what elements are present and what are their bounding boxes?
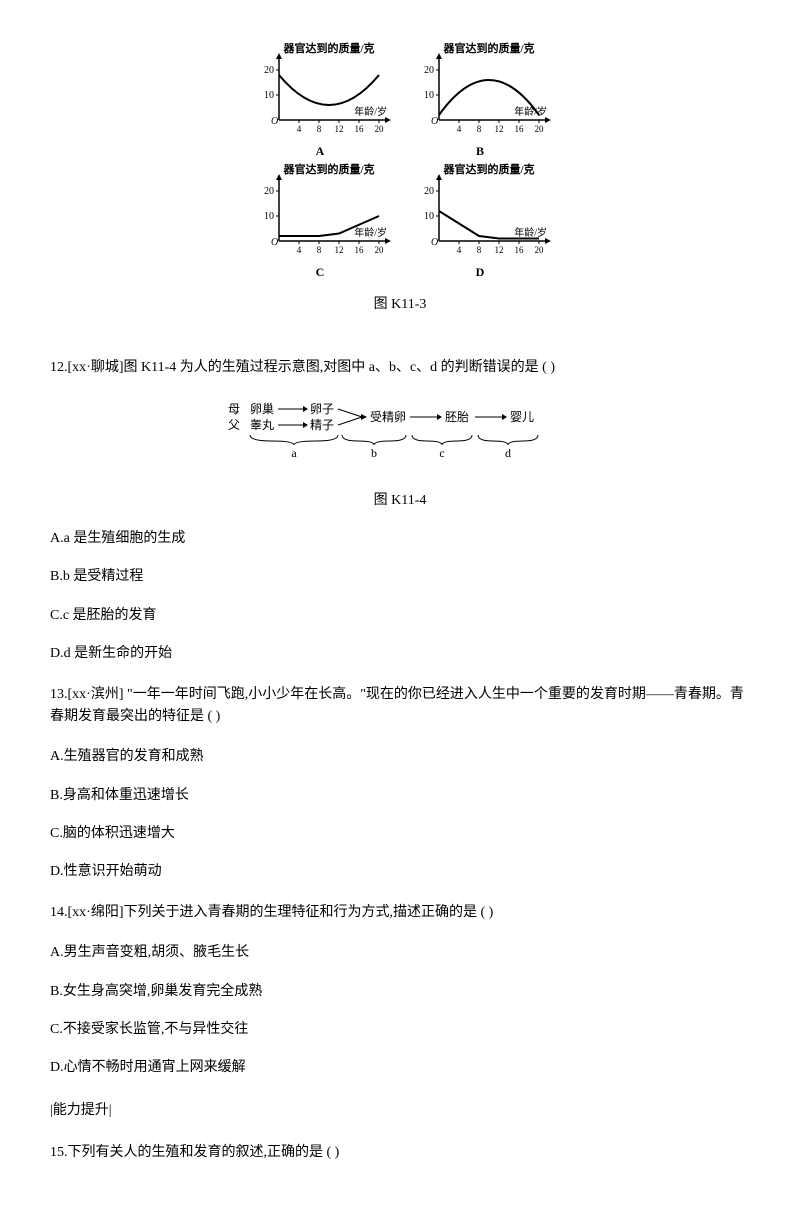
svg-text:O: O <box>431 237 438 248</box>
chart-row-1: 器官达到的质量/克 O 10 20 4 8 12 16 20 年龄/岁 A 器官达到的质量/克 O 1… <box>50 40 750 161</box>
svg-text:受精卵: 受精卵 <box>370 410 406 424</box>
svg-text:年龄/岁: 年龄/岁 <box>514 226 547 239</box>
svg-text:年龄/岁: 年龄/岁 <box>354 105 387 118</box>
q12-option-A: A.a 是生殖细胞的生成 <box>50 528 750 550</box>
svg-text:10: 10 <box>424 90 434 101</box>
svg-text:20: 20 <box>375 124 385 134</box>
q12-option-D: D.d 是新生命的开始 <box>50 643 750 665</box>
chart-label-C: C <box>245 263 395 282</box>
svg-text:12: 12 <box>495 245 504 255</box>
svg-text:8: 8 <box>317 124 322 134</box>
svg-text:婴儿: 婴儿 <box>510 410 534 424</box>
q14-option-C: C.不接受家长监管,不与异性交往 <box>50 1019 750 1041</box>
chart-cell-C: 器官达到的质量/克 O 10 20 4 8 12 16 20 年龄/岁 C <box>245 161 395 282</box>
svg-text:16: 16 <box>355 124 365 134</box>
svg-text:卵子: 卵子 <box>310 402 334 416</box>
svg-text:4: 4 <box>297 245 302 255</box>
svg-text:8: 8 <box>317 245 322 255</box>
svg-text:O: O <box>271 116 278 127</box>
svg-text:16: 16 <box>515 245 525 255</box>
chart-cell-A: 器官达到的质量/克 O 10 20 4 8 12 16 20 年龄/岁 A <box>245 40 395 161</box>
chart-D-svg: 器官达到的质量/克 O 10 20 4 8 12 16 20 年龄/岁 <box>405 161 555 261</box>
chart-cell-B: 器官达到的质量/克 O 10 20 4 8 12 16 20 年龄/岁 B <box>405 40 555 161</box>
figure-caption-1: 图 K11-3 <box>50 294 750 316</box>
svg-text:母: 母 <box>228 402 240 416</box>
chart-C-svg: 器官达到的质量/克 O 10 20 4 8 12 16 20 年龄/岁 <box>245 161 395 261</box>
svg-text:20: 20 <box>535 124 545 134</box>
svg-text:父: 父 <box>228 418 240 432</box>
chart-B-svg: 器官达到的质量/克 O 10 20 4 8 12 16 20 年龄/岁 <box>405 40 555 140</box>
svg-text:a: a <box>291 446 297 460</box>
svg-text:20: 20 <box>424 65 434 76</box>
q13-option-B: B.身高和体重迅速增长 <box>50 785 750 807</box>
svg-text:b: b <box>371 446 377 460</box>
svg-text:4: 4 <box>457 124 462 134</box>
svg-text:12: 12 <box>495 124 504 134</box>
svg-text:器官达到的质量/克: 器官达到的质量/克 <box>282 41 374 55</box>
svg-text:4: 4 <box>297 124 302 134</box>
svg-text:20: 20 <box>264 186 274 197</box>
chart-label-D: D <box>405 263 555 282</box>
svg-text:8: 8 <box>477 124 482 134</box>
section-header: |能力提升| <box>50 1100 750 1122</box>
svg-text:16: 16 <box>355 245 365 255</box>
chart-label-A: A <box>245 142 395 161</box>
svg-text:精子: 精子 <box>310 418 334 432</box>
q12-diagram: 母父卵巢睾丸 卵子精子 受精卵 胚胎 婴儿 a b c d <box>50 397 750 475</box>
chart-cell-D: 器官达到的质量/克 O 10 20 4 8 12 16 20 年龄/岁 D <box>405 161 555 282</box>
q14-option-D: D.心情不畅时用通宵上网来缓解 <box>50 1057 750 1079</box>
q13-option-C: C.脑的体积迅速增大 <box>50 823 750 845</box>
q14-option-A: A.男生声音变粗,胡须、腋毛生长 <box>50 942 750 964</box>
q12-stem: 12.[xx·聊城]图 K11-4 为人的生殖过程示意图,对图中 a、b、c、d… <box>50 357 750 379</box>
repro-diagram-svg: 母父卵巢睾丸 卵子精子 受精卵 胚胎 婴儿 a b c d <box>220 397 580 467</box>
svg-text:4: 4 <box>457 245 462 255</box>
q14-stem: 14.[xx·绵阳]下列关于进入青春期的生理特征和行为方式,描述正确的是 ( ) <box>50 902 750 924</box>
svg-text:10: 10 <box>264 211 274 222</box>
svg-text:器官达到的质量/克: 器官达到的质量/克 <box>282 162 374 176</box>
svg-text:d: d <box>505 446 511 460</box>
svg-text:10: 10 <box>424 211 434 222</box>
q12-option-B: B.b 是受精过程 <box>50 566 750 588</box>
svg-text:20: 20 <box>264 65 274 76</box>
svg-text:睾丸: 睾丸 <box>250 417 274 432</box>
svg-text:20: 20 <box>424 186 434 197</box>
svg-text:12: 12 <box>335 124 344 134</box>
svg-text:器官达到的质量/克: 器官达到的质量/克 <box>442 162 534 176</box>
svg-text:年龄/岁: 年龄/岁 <box>514 105 547 118</box>
svg-text:O: O <box>431 116 438 127</box>
chart-label-B: B <box>405 142 555 161</box>
svg-text:12: 12 <box>335 245 344 255</box>
chart-grid: 器官达到的质量/克 O 10 20 4 8 12 16 20 年龄/岁 A 器官达到的质量/克 O 1… <box>50 40 750 282</box>
q15-stem: 15.下列有关人的生殖和发育的叙述,正确的是 ( ) <box>50 1142 750 1164</box>
chart-row-2: 器官达到的质量/克 O 10 20 4 8 12 16 20 年龄/岁 C 器官达到的质量/克 O 1… <box>50 161 750 282</box>
q14-option-B: B.女生身高突增,卵巢发育完全成熟 <box>50 981 750 1003</box>
svg-text:8: 8 <box>477 245 482 255</box>
svg-text:卵巢: 卵巢 <box>250 402 274 416</box>
svg-text:c: c <box>439 446 444 460</box>
q13-option-A: A.生殖器官的发育和成熟 <box>50 746 750 768</box>
svg-text:年龄/岁: 年龄/岁 <box>354 226 387 239</box>
q12-option-C: C.c 是胚胎的发育 <box>50 605 750 627</box>
svg-text:16: 16 <box>515 124 525 134</box>
svg-text:20: 20 <box>375 245 385 255</box>
svg-text:10: 10 <box>264 90 274 101</box>
figure-caption-2: 图 K11-4 <box>50 490 750 512</box>
svg-text:20: 20 <box>535 245 545 255</box>
svg-text:器官达到的质量/克: 器官达到的质量/克 <box>442 41 534 55</box>
chart-A-svg: 器官达到的质量/克 O 10 20 4 8 12 16 20 年龄/岁 <box>245 40 395 140</box>
svg-text:O: O <box>271 237 278 248</box>
q13-stem: 13.[xx·滨州] "一年一年时间飞跑,小小少年在长高。"现在的你已经进入人生… <box>50 684 750 729</box>
q13-option-D: D.性意识开始萌动 <box>50 861 750 883</box>
svg-text:胚胎: 胚胎 <box>445 410 469 424</box>
